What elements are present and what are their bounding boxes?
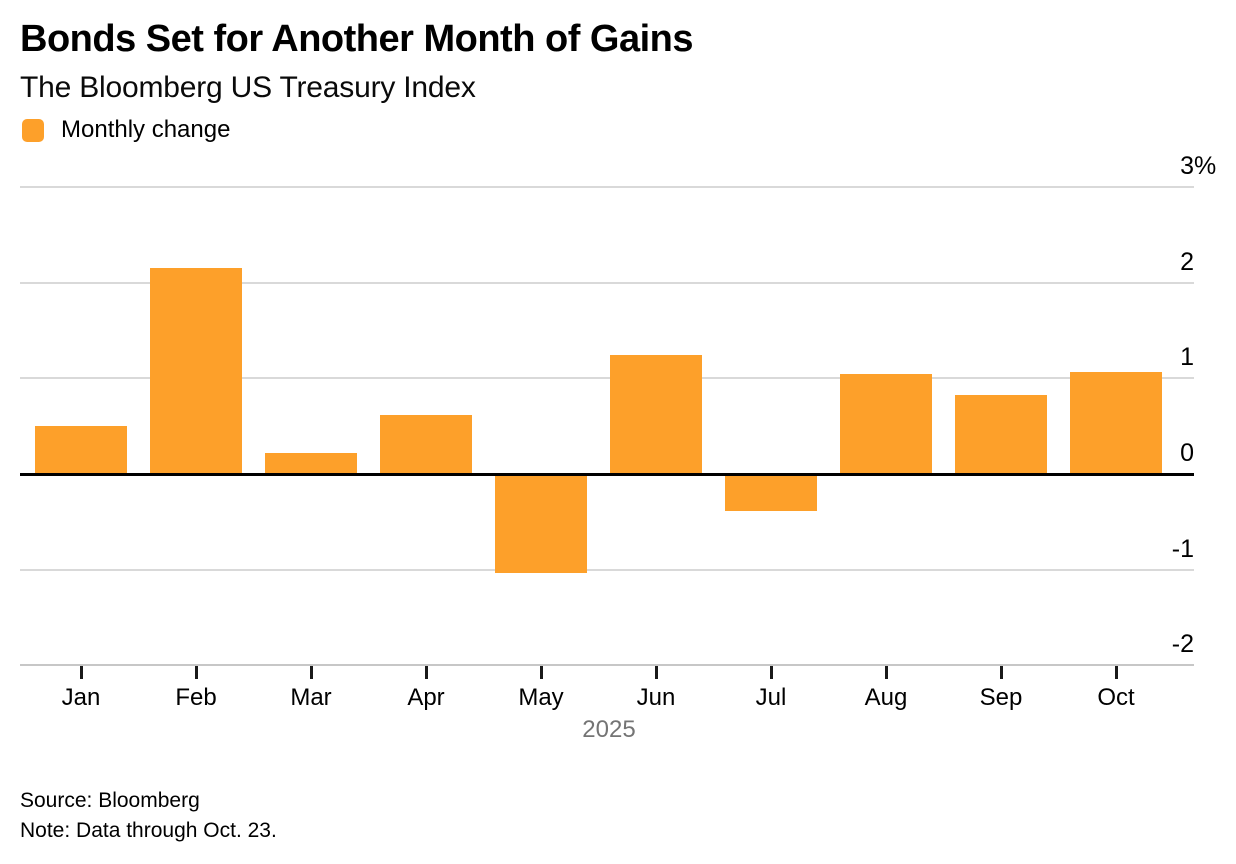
chart-title: Bonds Set for Another Month of Gains: [20, 18, 694, 60]
x-axis-label-oct: Oct: [1097, 684, 1135, 711]
gridline: [20, 377, 1194, 380]
x-axis-tick: [539, 666, 543, 679]
x-axis-tick: [654, 666, 658, 679]
bar-oct: [1070, 371, 1162, 474]
x-axis-tick: [1114, 666, 1118, 679]
y-axis-label: -1: [1171, 534, 1194, 563]
x-axis-label-jul: Jul: [755, 684, 787, 711]
zero-line: [20, 473, 1194, 476]
x-axis-tick: [79, 666, 83, 679]
y-axis-label: 0: [1180, 439, 1194, 467]
y-axis-label: 3%: [1180, 151, 1217, 180]
bar-mar: [265, 452, 357, 474]
legend-label: Monthly change: [61, 116, 231, 143]
bar-jun: [610, 355, 702, 474]
bar-may: [495, 474, 587, 573]
bar-apr: [380, 414, 472, 474]
x-axis-label-aug: Aug: [864, 684, 908, 711]
x-axis-label-may: May: [518, 684, 564, 711]
legend: Monthly change: [22, 117, 230, 143]
data-note: Note: Data through Oct. 23.: [20, 819, 277, 842]
x-axis-tick: [884, 666, 888, 679]
y-axis-label: 2: [1180, 247, 1194, 276]
bar-aug: [840, 373, 932, 474]
x-axis-label-feb: Feb: [175, 684, 217, 711]
gridline: [20, 568, 1194, 571]
gridline: [20, 281, 1194, 284]
year-label: 2025: [582, 716, 636, 743]
footer: Source: Bloomberg Note: Data through Oct…: [20, 786, 277, 846]
bar-jul: [725, 474, 817, 512]
x-axis-label-apr: Apr: [407, 684, 445, 711]
x-axis-label-mar: Mar: [290, 684, 332, 711]
bar-feb: [150, 268, 242, 474]
x-axis-tick: [309, 666, 313, 679]
gridline: [20, 185, 1194, 188]
x-axis-label-jan: Jan: [61, 684, 101, 711]
y-axis-label: 1: [1180, 343, 1194, 372]
bar-jan: [35, 426, 127, 474]
chart-subtitle: The Bloomberg US Treasury Index: [20, 71, 476, 104]
x-axis-tick: [769, 666, 773, 679]
legend-swatch-icon: [22, 118, 44, 142]
y-axis-label: -2: [1171, 630, 1194, 659]
x-axis-tick: [999, 666, 1003, 679]
percent-suffix: %: [1194, 151, 1217, 180]
source-note: Source: Bloomberg: [20, 789, 200, 812]
gridline: [20, 664, 1194, 667]
x-axis-label-sep: Sep: [979, 684, 1023, 711]
x-axis-tick: [194, 666, 198, 679]
x-axis-tick: [424, 666, 428, 679]
x-axis-label-jun: Jun: [636, 684, 676, 711]
bar-sep: [955, 394, 1047, 474]
